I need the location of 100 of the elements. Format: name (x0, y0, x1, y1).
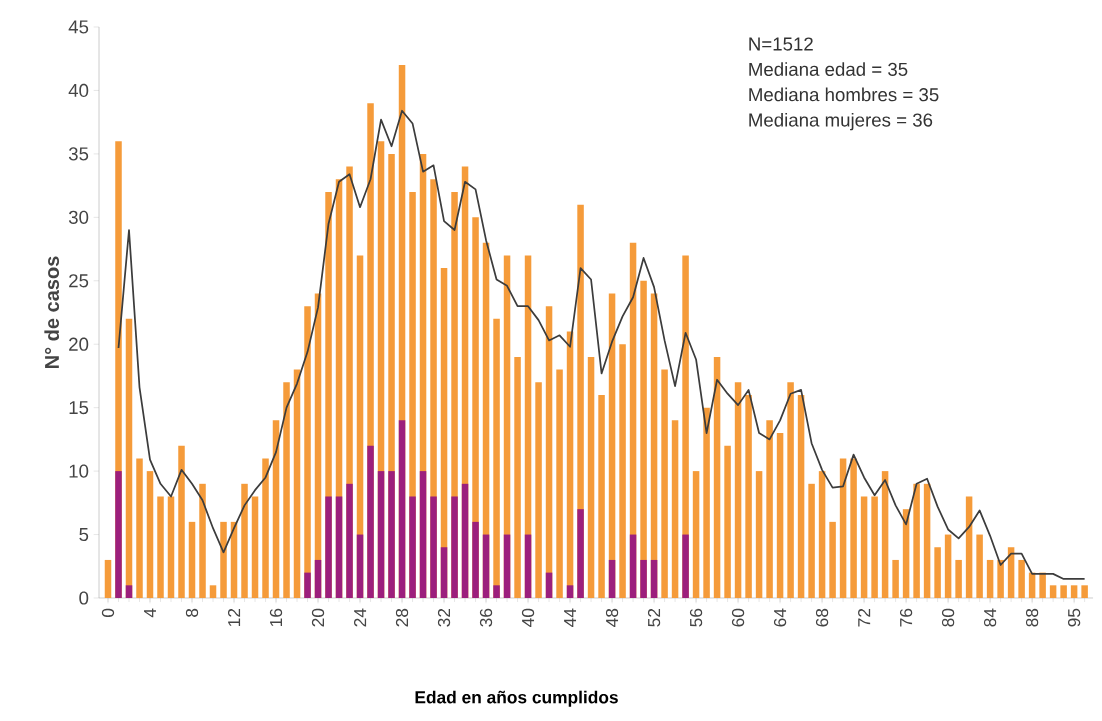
bar (104, 559, 112, 598)
x-tick-label: 64 (773, 608, 787, 627)
bar (818, 471, 826, 598)
bar (430, 496, 437, 598)
bar (262, 458, 269, 598)
x-tick-label: 8 (185, 608, 199, 617)
bar (157, 496, 164, 598)
bar (283, 382, 290, 598)
annotation: Mediana hombres = 35 (749, 87, 939, 102)
bar (661, 369, 668, 598)
bar (115, 471, 122, 598)
bar (377, 471, 385, 598)
bar (472, 521, 479, 598)
bar (692, 471, 700, 598)
bar (251, 496, 259, 598)
bar (577, 509, 584, 598)
bar (125, 585, 133, 598)
y-tick-label: 10 (69, 464, 89, 478)
bar (241, 483, 248, 598)
bar (440, 547, 448, 598)
x-tick-label: 40 (521, 608, 535, 627)
bar (136, 458, 143, 598)
y-tick-label: 5 (79, 528, 89, 542)
y-tick-label: 20 (69, 337, 89, 351)
bar (619, 344, 626, 598)
bar (1039, 572, 1046, 598)
bar (944, 534, 952, 598)
bar (325, 496, 332, 598)
bar (608, 559, 616, 598)
bar (734, 382, 742, 598)
x-tick-label: 56 (689, 608, 703, 627)
x-tick-label: 72 (858, 608, 871, 627)
bar (587, 356, 595, 598)
x-tick-label: 28 (395, 608, 409, 627)
bar (745, 394, 752, 598)
y-tick-label: 30 (68, 210, 89, 224)
bar (1070, 585, 1078, 598)
x-tick-label: 12 (227, 608, 241, 627)
x-tick-label: 80 (941, 608, 955, 627)
bar (535, 382, 542, 598)
bar (146, 471, 154, 598)
x-tick-label: 52 (647, 608, 661, 627)
bar (220, 521, 227, 598)
bar (482, 534, 490, 598)
bar (881, 471, 889, 598)
x-tick-label: 60 (731, 608, 745, 627)
bar (598, 394, 605, 598)
bar (493, 585, 500, 598)
x-tick-label: 32 (437, 608, 451, 627)
bar (671, 420, 679, 598)
bar (335, 496, 343, 598)
bar (713, 356, 721, 598)
bar (829, 521, 836, 598)
x-tick-label: 24 (353, 608, 367, 627)
bar (503, 534, 511, 598)
bar (556, 369, 563, 598)
bar (167, 496, 175, 598)
y-tick-label: 40 (68, 83, 89, 98)
bar (976, 534, 983, 598)
x-tick-label: 20 (311, 608, 325, 627)
bar (199, 483, 206, 598)
bar (860, 496, 868, 598)
bar (524, 534, 532, 598)
bar (724, 445, 731, 598)
annotation: N=1512 (749, 37, 813, 51)
bar (388, 471, 395, 598)
bar (178, 445, 185, 598)
bar (808, 483, 815, 598)
x-tick-label: 68 (815, 608, 829, 627)
bar (1049, 585, 1057, 598)
bar (871, 496, 878, 598)
y-tick-label: 45 (68, 20, 89, 34)
bar (409, 496, 416, 598)
bar (304, 572, 311, 598)
bar (367, 445, 374, 598)
bar (314, 559, 322, 598)
bar (461, 483, 469, 598)
x-tick-label: 0 (101, 608, 115, 618)
bar (797, 394, 805, 598)
bar (965, 496, 973, 598)
x-tick-label: 36 (479, 608, 493, 627)
x-tick-label: 95 (1067, 608, 1081, 627)
annotation: Mediana mujeres = 36 (749, 112, 933, 131)
y-tick-label: 0 (79, 591, 89, 605)
y-tick-label: 25 (69, 274, 89, 288)
bar (650, 559, 658, 598)
bar (1018, 559, 1025, 598)
x-tick-label: 16 (269, 608, 283, 627)
y-axis-title: N° de casos (44, 256, 60, 368)
y-tick-label: 15 (69, 401, 89, 415)
bar (514, 356, 521, 598)
bar (934, 547, 941, 598)
bar (209, 585, 217, 598)
bar (766, 420, 773, 598)
bar (755, 471, 763, 598)
y-tick-label: 35 (68, 147, 89, 161)
bar (986, 559, 994, 598)
x-tick-label: 48 (605, 608, 619, 627)
bar (640, 559, 647, 598)
x-tick-label: 88 (1025, 608, 1039, 627)
